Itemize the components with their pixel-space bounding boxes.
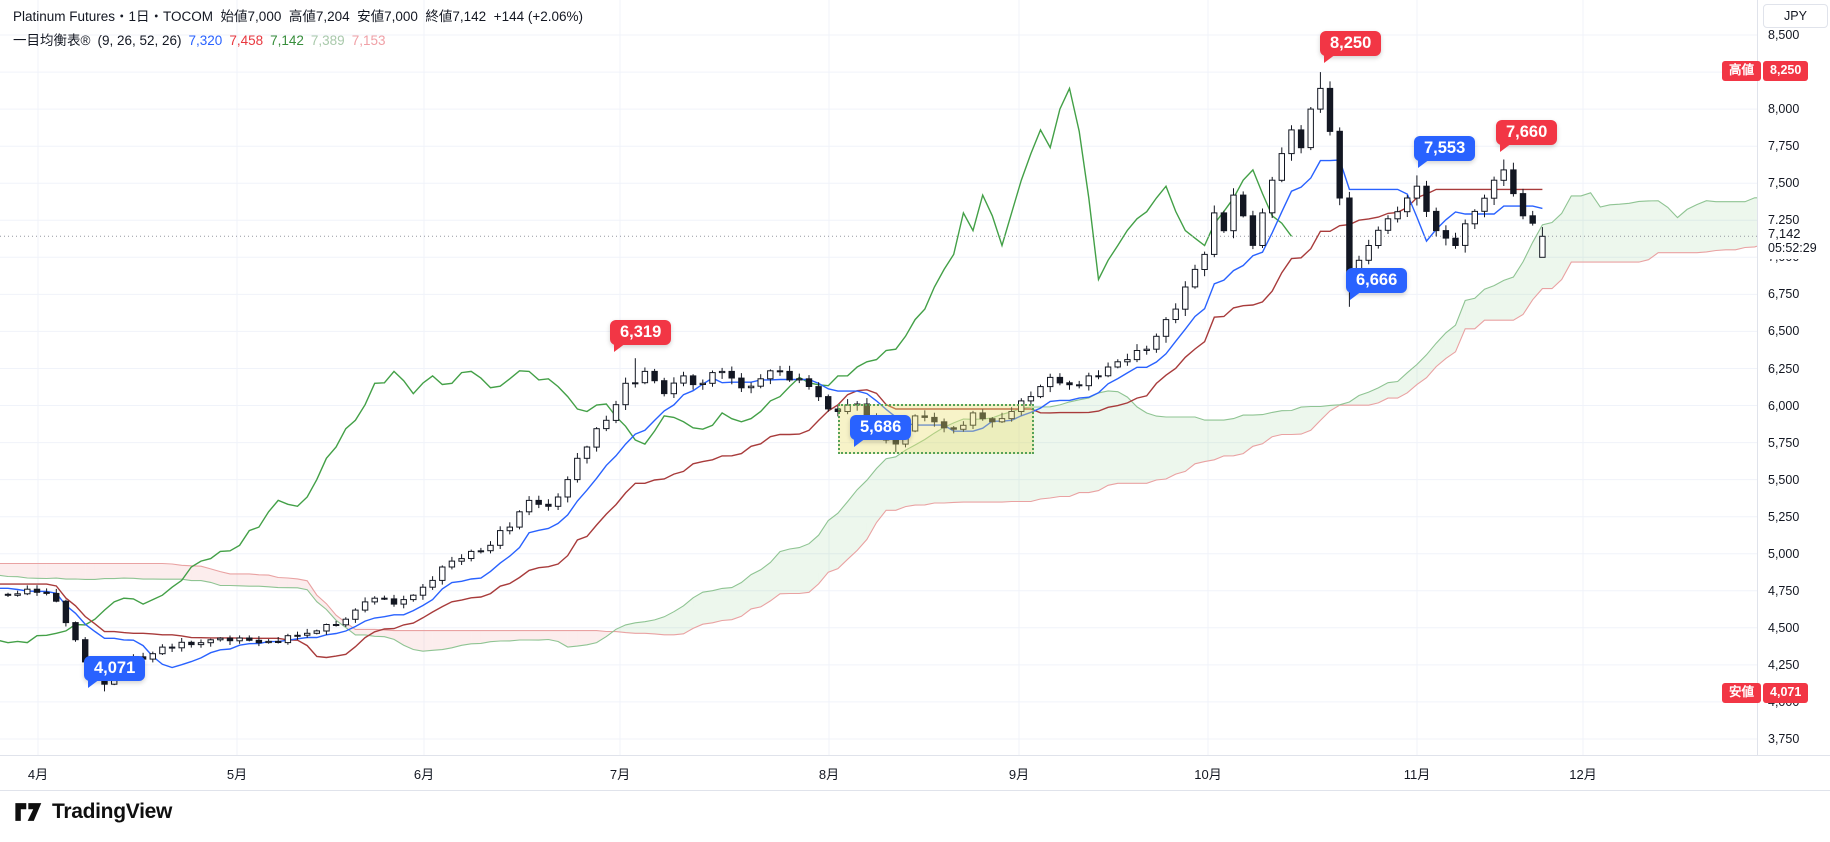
price-callout-6319[interactable]: 6,319 — [610, 320, 672, 352]
indicator-value-0: 7,320 — [188, 33, 223, 48]
callout-tail — [1350, 291, 1362, 300]
symbol-title[interactable]: Platinum Futures・1日・TOCOM 始値7,000 高値7,20… — [13, 9, 583, 24]
indicator-legend[interactable]: 一目均衡表® (9, 26, 52, 26) 7,320 7,458 7,142 7,38… — [13, 29, 583, 49]
callout-tail — [614, 343, 626, 352]
price-tick-7250: 7,250 — [1768, 213, 1800, 228]
price-tick-8000: 8,000 — [1768, 102, 1800, 117]
indicator-value-3: 7,389 — [310, 33, 345, 48]
candles — [4, 72, 1546, 692]
high-marker-value: 8,250 — [1763, 61, 1809, 81]
grid-lines — [0, 0, 1757, 755]
month-tick-5: 8月 — [818, 767, 840, 782]
callout-tail — [88, 679, 100, 688]
indicator-name: 一目均衡表® — [13, 33, 91, 48]
low-marker-label: 安値 — [1722, 683, 1762, 703]
price-tick-6500: 6,500 — [1768, 324, 1800, 339]
price-tick-5000: 5,000 — [1768, 546, 1800, 561]
price-tick-4500: 4,500 — [1768, 620, 1800, 635]
price-callout-7660[interactable]: 7,660 — [1496, 120, 1558, 152]
price-tick-7500: 7,500 — [1768, 176, 1800, 191]
tradingview-logo-text: TradingView — [52, 800, 173, 823]
callout-tail — [1500, 143, 1512, 152]
last-price-readout: 7,142 05:52:29 — [1758, 224, 1830, 259]
price-tick-3750: 3,750 — [1768, 732, 1800, 746]
indicator-value-1: 7,458 — [229, 33, 264, 48]
callout-tail — [1418, 159, 1430, 168]
indicator-value-4: 7,153 — [351, 33, 386, 48]
low-price-marker: 安値 4,071 — [1722, 683, 1809, 703]
price-tick-8500: 8,500 — [1768, 28, 1800, 42]
price-axis[interactable]: 8,5008,2508,0007,7507,5007,2507,0006,750… — [1758, 0, 1830, 755]
price-tick-4750: 4,750 — [1768, 583, 1800, 598]
kijun-sen-line — [0, 188, 1543, 659]
month-tick-4: 7月 — [609, 767, 631, 782]
month-tick-3: 6月 — [413, 767, 435, 782]
price-callout-6666[interactable]: 6,666 — [1346, 268, 1408, 300]
month-tick-6: 9月 — [1008, 767, 1030, 782]
price-tick-5750: 5,750 — [1768, 435, 1800, 450]
price-callout-8250[interactable]: 8,250 — [1320, 31, 1382, 63]
month-tick-1: 4月 — [27, 767, 49, 782]
tradingview-logo-icon — [15, 803, 42, 821]
bar-countdown: 05:52:29 — [1768, 241, 1817, 255]
price-tick-5500: 5,500 — [1768, 472, 1800, 487]
price-tick-6250: 6,250 — [1768, 361, 1800, 376]
price-tick-7750: 7,750 — [1768, 139, 1800, 154]
price-tick-6750: 6,750 — [1768, 287, 1800, 302]
symbol-header: Platinum Futures・1日・TOCOM 始値7,000 高値7,20… — [13, 5, 583, 49]
price-tick-6000: 6,000 — [1768, 398, 1800, 413]
plot-area — [0, 72, 1757, 692]
axis-separator — [1757, 0, 1758, 789]
indicator-params: (9, 26, 52, 26) — [97, 33, 182, 48]
price-tick-4250: 4,250 — [1768, 657, 1800, 672]
time-axis[interactable]: 4月 5月 6月 7月 8月 9月 10月 11月 12月 — [0, 755, 1830, 791]
high-marker-label: 高値 — [1722, 61, 1762, 81]
senkou-span-a-line — [0, 192, 1757, 652]
month-tick-7: 10月 — [1194, 767, 1222, 782]
price-tick-5250: 5,250 — [1768, 509, 1800, 524]
indicator-value-2: 7,142 — [270, 33, 304, 48]
currency-toggle-button[interactable]: JPY — [1763, 4, 1828, 28]
callout-tail — [854, 438, 866, 447]
high-price-marker: 高値 8,250 — [1722, 61, 1809, 81]
price-callout-7553[interactable]: 7,553 — [1414, 136, 1476, 168]
tenkan-sen-line — [0, 159, 1543, 669]
callout-tail — [1324, 54, 1336, 63]
last-price-value: 7,142 — [1768, 226, 1801, 241]
senkou-span-b-line — [0, 245, 1757, 636]
low-marker-value: 4,071 — [1763, 683, 1809, 703]
month-tick-8: 11月 — [1403, 767, 1431, 782]
chikou-span-line — [0, 86, 1293, 644]
month-tick-9: 12月 — [1569, 767, 1597, 782]
tradingview-logo[interactable]: TradingView — [14, 799, 172, 825]
price-callout-5686[interactable]: 5,686 — [850, 415, 912, 447]
month-tick-2: 5月 — [226, 767, 248, 782]
price-callout-4071[interactable]: 4,071 — [84, 656, 146, 688]
